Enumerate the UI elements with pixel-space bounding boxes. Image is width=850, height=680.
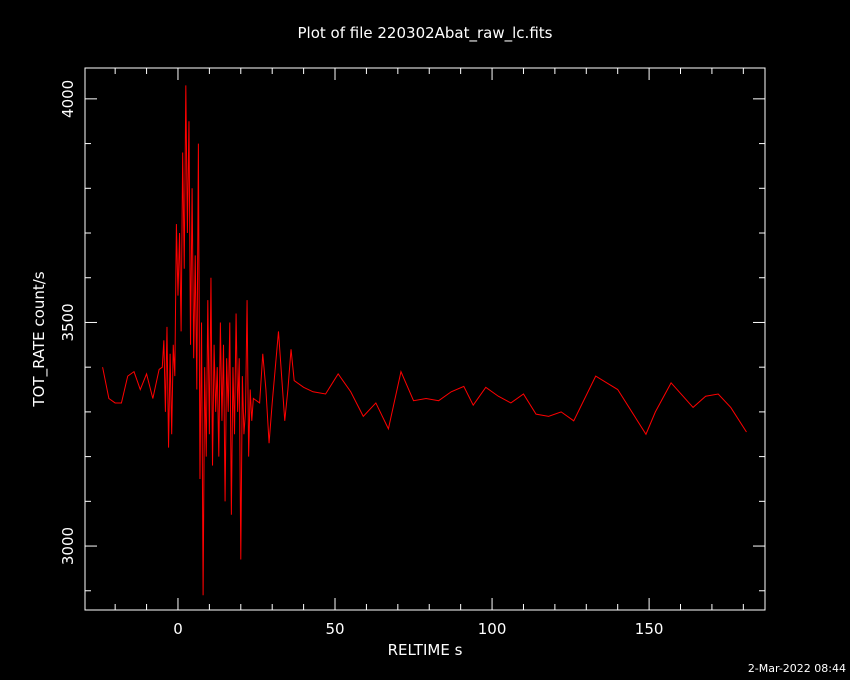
x-tick-label: 0 [173,620,183,638]
y-tick-label: 3000 [59,527,77,565]
timestamp: 2-Mar-2022 08:44 [748,662,846,675]
x-tick-label: 50 [325,620,344,638]
chart-title: Plot of file 220302Abat_raw_lc.fits [298,24,553,43]
y-tick-label: 4000 [59,80,77,118]
plot-frame [84,67,766,611]
y-axis-label: TOT_RATE count/s [30,271,49,407]
x-tick-label: 150 [635,620,664,638]
x-axis-label: RELTIME s [388,641,463,659]
y-tick-label: 3500 [59,303,77,341]
x-tick-label: 100 [478,620,507,638]
data-line [102,85,747,596]
